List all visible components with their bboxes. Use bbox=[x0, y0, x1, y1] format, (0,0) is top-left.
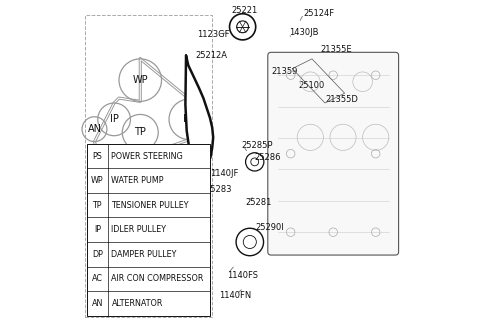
Text: TP: TP bbox=[134, 128, 146, 137]
Polygon shape bbox=[185, 56, 213, 172]
Bar bbox=[87, 144, 210, 316]
Text: 21355D: 21355D bbox=[325, 95, 358, 104]
FancyBboxPatch shape bbox=[268, 52, 398, 255]
Text: DP: DP bbox=[92, 250, 103, 259]
Text: 21355E: 21355E bbox=[320, 45, 352, 54]
Text: WP: WP bbox=[132, 75, 148, 85]
Text: 1140FS: 1140FS bbox=[227, 271, 258, 280]
Text: 1140FN: 1140FN bbox=[219, 291, 251, 301]
Text: IDLER PULLEY: IDLER PULLEY bbox=[111, 225, 167, 234]
Text: PS: PS bbox=[92, 152, 102, 161]
Text: ALTERNATOR: ALTERNATOR bbox=[111, 299, 163, 308]
Text: 1430JB: 1430JB bbox=[289, 28, 319, 37]
Text: IP: IP bbox=[109, 114, 119, 124]
Text: AC: AC bbox=[101, 170, 114, 180]
Text: AN: AN bbox=[87, 124, 101, 134]
Text: 1140JF: 1140JF bbox=[211, 169, 239, 179]
Text: 1123GF: 1123GF bbox=[198, 30, 230, 39]
Text: 25285P: 25285P bbox=[241, 141, 273, 150]
Text: AC: AC bbox=[92, 274, 103, 283]
Text: 25124F: 25124F bbox=[304, 9, 335, 18]
Text: IP: IP bbox=[94, 225, 101, 234]
Text: WATER PUMP: WATER PUMP bbox=[111, 176, 164, 185]
Text: 25290I: 25290I bbox=[256, 223, 285, 232]
Text: 25100: 25100 bbox=[299, 81, 325, 90]
Text: AIR CON COMPRESSOR: AIR CON COMPRESSOR bbox=[111, 274, 204, 283]
Text: PS: PS bbox=[183, 114, 195, 124]
Text: 25221: 25221 bbox=[232, 6, 258, 15]
Text: DAMPER PULLEY: DAMPER PULLEY bbox=[111, 250, 177, 259]
Text: POWER STEERING: POWER STEERING bbox=[111, 152, 183, 161]
Text: TP: TP bbox=[93, 201, 102, 210]
Text: 25286: 25286 bbox=[255, 153, 281, 162]
Text: 25212A: 25212A bbox=[196, 51, 228, 60]
Text: TENSIONER PULLEY: TENSIONER PULLEY bbox=[111, 201, 189, 210]
Text: AN: AN bbox=[92, 299, 103, 308]
Text: DP: DP bbox=[142, 160, 155, 170]
Text: 25283: 25283 bbox=[205, 185, 232, 194]
Text: 25281: 25281 bbox=[246, 198, 272, 207]
Text: 21359: 21359 bbox=[271, 67, 298, 77]
Text: WP: WP bbox=[91, 176, 104, 185]
